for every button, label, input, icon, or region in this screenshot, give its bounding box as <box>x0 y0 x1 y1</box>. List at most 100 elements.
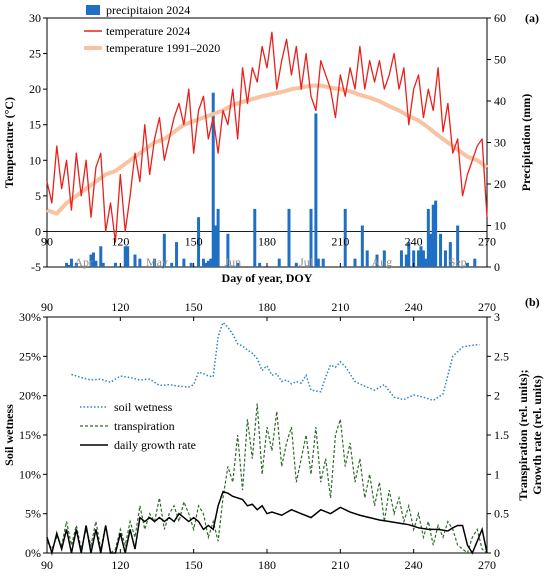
x-axis-title: Day of year, DOY <box>222 271 313 285</box>
precip-bar <box>429 233 433 267</box>
precip-bar <box>206 260 210 267</box>
legend-precip-swatch <box>86 5 100 15</box>
y-right-tick-label: 2 <box>494 389 500 403</box>
y-right-tick-label: 3 <box>494 310 500 324</box>
precip-bar <box>375 254 379 267</box>
growth-rate-line <box>46 490 488 556</box>
y-left-tick-label: 30 <box>29 11 41 25</box>
y-left-tick-label: 5% <box>25 507 41 521</box>
precip-bar <box>277 258 281 267</box>
x-top-tick-label: 270 <box>478 300 496 314</box>
precip-bar <box>236 262 240 267</box>
precip-bar <box>138 258 142 267</box>
precip-bar <box>69 258 73 267</box>
precip-bar <box>443 250 447 267</box>
y-left-tick-label: 25% <box>19 349 41 363</box>
month-label: Jul <box>299 255 314 269</box>
y-right-tick-label: 1.5 <box>494 428 509 442</box>
y-left-tick-label: 10 <box>29 153 41 167</box>
precip-bar <box>253 208 257 267</box>
y-left-tick-label: 15 <box>29 118 41 132</box>
precip-bar <box>316 258 320 267</box>
temp-normal-line <box>46 83 489 216</box>
precip-bar <box>419 246 423 267</box>
precip-bar <box>94 260 98 267</box>
x-bottom-tick-label: 120 <box>111 558 129 572</box>
legend-transp-label: transpiration <box>114 419 175 433</box>
y-left-tick-label: 0% <box>25 546 41 560</box>
panel-a-label: (a) <box>525 11 539 25</box>
panel-a-legend: precipitaion 2024 temperature 2024 tempera… <box>84 3 220 55</box>
y-right-tick-label: 50 <box>494 53 506 67</box>
y-right-axis-title-1: Transpiration (rel. units); <box>516 369 530 500</box>
y-left-tick-label: 0 <box>35 224 41 238</box>
y-left-tick-label: -5 <box>31 260 41 274</box>
panel-b-legend: soil wetness transpiration daily growth ra… <box>80 400 196 452</box>
y-right-axis-title: Precipitation (mm) <box>519 94 533 191</box>
precip-bar <box>426 208 430 267</box>
precip-bar <box>74 262 78 267</box>
precip-bar <box>170 262 174 267</box>
y-left-axis-title: Soil wetness <box>2 404 16 466</box>
x-top-tick-label: 90 <box>41 300 53 314</box>
precip-bar <box>417 250 421 267</box>
month-label: Apr <box>74 255 93 269</box>
precip-bar <box>321 258 325 267</box>
y-right-tick-label: 2.5 <box>494 349 509 363</box>
y-left-tick-label: 25 <box>29 47 41 61</box>
precip-bar <box>197 217 201 267</box>
y-left-tick-label: 10% <box>19 467 41 481</box>
y-left-tick-label: 15% <box>19 428 41 442</box>
precip-bar <box>153 258 157 267</box>
precip-bar <box>162 233 166 267</box>
y-left-tick-label: 20 <box>29 82 41 96</box>
x-top-tick-label: 210 <box>331 300 349 314</box>
y-right-tick-label: 1 <box>494 467 500 481</box>
precip-bar <box>214 225 218 267</box>
transpiration-line <box>46 403 488 555</box>
x-tick-label: 180 <box>258 234 276 248</box>
x-bottom-tick-label: 180 <box>258 558 276 572</box>
precip-bar <box>448 242 452 267</box>
precip-bar <box>182 258 186 267</box>
y-right-tick-label: 10 <box>494 219 506 233</box>
precip-bar <box>113 262 117 267</box>
legend-temp2024-label: temperature 2024 <box>106 24 190 38</box>
precip-bar <box>287 208 291 267</box>
precip-bar <box>201 258 205 267</box>
y-right-tick-label: 0 <box>494 260 500 274</box>
x-tick-label: 270 <box>478 234 496 248</box>
precip-bar <box>456 225 460 267</box>
precip-bar <box>175 242 179 267</box>
y-right-tick-label: 60 <box>494 11 506 25</box>
y-left-tick-label: 5 <box>35 189 41 203</box>
precip-bar <box>404 254 408 267</box>
legend-tempnorm-label: temperature 1991–2020 <box>106 41 220 55</box>
panel-b: 9090120120150150180180210210240240270270… <box>2 295 544 572</box>
y-right-tick-label: 30 <box>494 136 506 150</box>
month-label: Jun <box>224 255 241 269</box>
precip-bar <box>133 254 137 267</box>
x-bottom-tick-label: 90 <box>41 558 53 572</box>
y-right-tick-label: 40 <box>494 94 506 108</box>
month-label: Sep <box>449 255 467 269</box>
panel-a: 90 120 150 180 210 240 270 -5 0 5 10 15 20 25 30 0 10 20 3… <box>2 3 539 285</box>
x-tick-label: 210 <box>331 234 349 248</box>
precip-bar <box>101 262 105 267</box>
precip-bar <box>91 252 95 267</box>
soil-wetness-line <box>71 321 480 402</box>
precip-bar <box>294 262 298 267</box>
x-bottom-tick-label: 150 <box>185 558 203 572</box>
x-tick-label: 90 <box>41 234 53 248</box>
x-top-tick-label: 240 <box>405 300 423 314</box>
month-label: May <box>146 255 168 269</box>
x-tick-label: 240 <box>405 234 423 248</box>
precip-bar <box>258 262 262 267</box>
y-right-axis-title-2: Growth rate (rel. units) <box>530 375 544 495</box>
y-right-tick-label: 0.5 <box>494 507 509 521</box>
precip-bar <box>434 200 438 267</box>
temp-2024-line <box>46 31 488 243</box>
precip-bar <box>99 246 103 267</box>
precip-bar <box>209 258 213 267</box>
